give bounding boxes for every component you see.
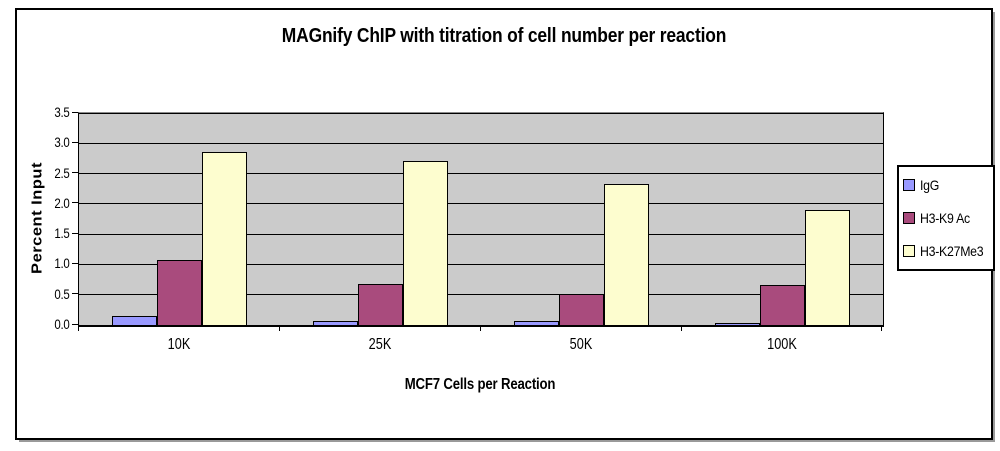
x-tick-label-10k: 10K <box>167 336 190 353</box>
x-tick-label-50k: 50K <box>569 336 592 353</box>
y-tick-mark <box>72 262 78 264</box>
x-tick-mark <box>78 326 79 331</box>
gridline <box>79 113 883 114</box>
y-axis-tick-marks <box>72 112 78 325</box>
y-tick-label: 2.0 <box>54 194 70 211</box>
y-tick-mark <box>72 202 78 204</box>
bar-h3-k27me3-10k <box>202 152 247 325</box>
x-tick-mark <box>479 326 481 331</box>
bar-h3-k9-ac-25k <box>358 283 403 325</box>
legend-swatch <box>903 211 915 224</box>
x-axis-tick-marks <box>78 326 882 332</box>
plot-area <box>78 112 884 327</box>
bar-group-50k <box>481 113 682 325</box>
x-tick-label-100k: 100K <box>766 336 797 353</box>
legend-item-h3-k27me3: H3-K27Me3 <box>903 243 989 259</box>
bar-h3-k9-ac-100k <box>760 285 805 325</box>
x-tick-mark <box>881 326 882 331</box>
y-tick-label: 1.5 <box>54 225 70 242</box>
bar-igg-25k <box>313 320 358 325</box>
legend-label: IgG <box>920 177 940 194</box>
bar-h3-k27me3-100k <box>805 209 850 325</box>
legend-item-igg: IgG <box>903 177 989 193</box>
y-tick-label: 0.0 <box>54 316 70 332</box>
chart-title: MAGnify ChIP with titration of cell numb… <box>281 24 727 47</box>
legend-label: H3-K27Me3 <box>920 242 984 259</box>
gridline <box>79 173 883 175</box>
y-tick-mark <box>72 323 78 325</box>
y-tick-mark <box>72 141 78 143</box>
bar-h3-k9-ac-50k <box>559 294 604 325</box>
bar-igg-100k <box>715 323 760 325</box>
legend-swatch <box>903 179 915 192</box>
bar-igg-50k <box>514 321 559 325</box>
legend-swatch <box>903 244 915 257</box>
bar-group-25k <box>280 113 481 325</box>
legend-item-h3-k9-ac: H3-K9 Ac <box>903 210 989 226</box>
y-tick-mark <box>72 112 78 113</box>
gridline <box>79 263 883 265</box>
gridline <box>79 233 883 235</box>
y-tick-label: 2.5 <box>54 164 70 181</box>
y-tick-mark <box>72 232 78 234</box>
x-tick-label-25k: 25K <box>368 336 391 353</box>
x-tick-mark <box>680 326 682 331</box>
x-axis-tick-labels: 10K 25K 50K 100K <box>78 336 882 356</box>
bar-h3-k27me3-25k <box>403 160 448 325</box>
gridline <box>79 294 883 296</box>
x-axis-title: MCF7 Cells per Reaction <box>404 376 556 393</box>
x-tick-mark <box>278 326 280 331</box>
y-axis-tick-labels: 0.0 0.5 1.0 1.5 2.0 2.5 3.0 3.5 <box>17 104 72 332</box>
y-tick-mark <box>72 172 78 174</box>
y-tick-mark <box>72 293 78 295</box>
y-tick-label: 0.5 <box>54 285 70 302</box>
bar-h3-k27me3-50k <box>604 183 649 325</box>
gridline <box>79 142 883 144</box>
chart-frame: MAGnify ChIP with titration of cell numb… <box>15 8 995 440</box>
y-tick-label: 1.0 <box>54 255 70 272</box>
gridline <box>79 203 883 205</box>
bar-igg-10k <box>112 315 157 325</box>
legend: IgG H3-K9 Ac H3-K27Me3 <box>897 165 995 271</box>
y-tick-label: 3.0 <box>54 134 70 151</box>
bar-group-10k <box>79 113 280 325</box>
bar-group-100k <box>682 113 883 325</box>
y-tick-label: 3.5 <box>54 104 70 120</box>
bar-h3-k9-ac-10k <box>157 260 202 325</box>
legend-label: H3-K9 Ac <box>920 209 970 226</box>
